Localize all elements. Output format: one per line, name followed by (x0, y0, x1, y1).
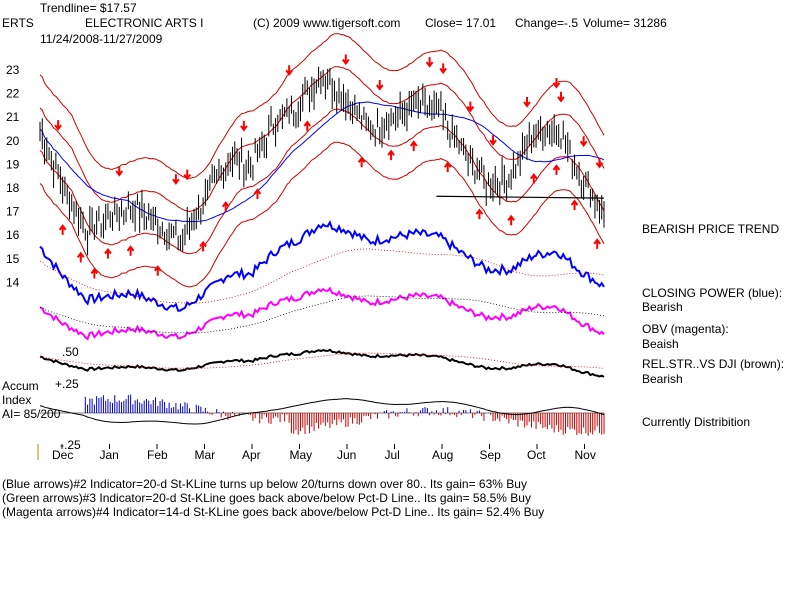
obv-line (39, 286, 605, 341)
y-tick-label: 17 (6, 205, 20, 219)
buy-arrow (58, 224, 67, 235)
symbol-label: ERTS (2, 16, 34, 30)
sell-arrow (579, 136, 588, 147)
buy-arrow (90, 267, 99, 279)
month-label: Dec (52, 448, 73, 462)
sell-arrow (425, 57, 434, 68)
month-label: Jun (337, 448, 356, 462)
sell-arrow (489, 135, 497, 146)
company-label: ELECTRONIC ARTS I (85, 16, 204, 30)
closing-power-label: CLOSING POWER (blue): (642, 286, 783, 300)
ai-label: AI= 85/200 (2, 407, 61, 421)
buy-arrow (443, 161, 452, 173)
tick-plus25: +.25 (55, 377, 79, 391)
closing-power-ma (39, 248, 605, 304)
tick-minus25: -.25 (60, 438, 81, 452)
y-tick-label: 23 (6, 63, 20, 77)
sell-arrow (54, 120, 62, 131)
sell-arrow (466, 101, 475, 113)
lower-band-inner (39, 108, 605, 255)
month-label: Mar (195, 448, 216, 462)
buy-arrow (593, 238, 602, 249)
buy-arrow (221, 201, 230, 212)
price-trend-label: BEARISH PRICE TREND (642, 222, 780, 236)
accum-ma-line (39, 398, 605, 425)
closing-power-line (39, 219, 605, 312)
month-label: Apr (242, 448, 261, 462)
month-label: Feb (147, 448, 168, 462)
buy-arrow (303, 120, 312, 132)
upper-band-outer (39, 33, 605, 179)
close-label: Close= 17.01 (425, 16, 497, 30)
month-label: Jan (100, 448, 119, 462)
accum-title: Accum (2, 379, 39, 393)
month-label: Jul (385, 448, 400, 462)
lower-band-outer (39, 141, 605, 288)
copyright-label: (C) 2009 www.tigersoft.com (253, 16, 401, 30)
sell-arrow (115, 165, 124, 177)
trendline-label: Trendline= $17.57 (40, 1, 137, 15)
distribution-label: Currently Distribition (642, 415, 751, 429)
buy-arrow (507, 214, 515, 226)
y-tick-label: 19 (6, 157, 20, 171)
buy-arrow (253, 188, 262, 199)
date-range-label: 11/24/2008-11/27/2009 (40, 32, 163, 46)
buy-arrow (409, 140, 418, 151)
obv-ma (39, 295, 605, 334)
y-tick-label: 21 (6, 110, 20, 124)
buy-arrow (387, 149, 395, 161)
sell-arrow (557, 91, 565, 103)
y-tick-label: 18 (6, 181, 20, 195)
month-label: May (290, 448, 313, 462)
y-tick-label: 14 (6, 275, 20, 289)
buy-arrow (126, 245, 135, 256)
sell-arrow (375, 79, 384, 91)
obv-label: OBV (magenta): (642, 322, 729, 336)
buy-arrow (357, 156, 366, 168)
closing-power-value: Bearish (642, 300, 683, 314)
y-tick-label: 22 (6, 87, 20, 101)
sell-arrow (240, 120, 248, 132)
month-label: Aug (432, 448, 453, 462)
footer-line-2: (Green arrows)#3 Indicator=20-d St-KLine… (2, 491, 531, 505)
sell-arrow (183, 169, 192, 181)
y-tick-label: 16 (6, 228, 20, 242)
relstr-label: REL.STR..VS DJI (brown): (642, 357, 785, 371)
sell-arrow (439, 63, 447, 75)
y-tick-label: 15 (6, 252, 20, 266)
sell-arrow (523, 96, 531, 108)
sell-arrow (341, 54, 350, 66)
trendline (436, 195, 605, 199)
buy-arrow (475, 208, 484, 220)
sell-arrow (552, 77, 561, 89)
buy-arrow (104, 247, 112, 259)
sell-arrow (285, 65, 293, 76)
month-label: Sep (480, 448, 502, 462)
buy-arrow (552, 164, 561, 175)
footer-line-1: (Blue arrows)#2 Indicator=20-d St-KLine … (2, 477, 527, 491)
sell-arrow (172, 174, 180, 185)
moving-average-line (39, 101, 605, 223)
buy-arrow (199, 240, 207, 252)
buy-arrow (153, 265, 162, 276)
relstr-value: Bearish (642, 372, 683, 386)
tick-50: .50 (62, 345, 79, 359)
relstr-line (39, 348, 605, 378)
index-title: Index (2, 393, 32, 407)
upper-band-inner (39, 66, 605, 213)
y-tick-label: 20 (6, 134, 20, 148)
change-label: Change=-.5 (515, 16, 579, 30)
month-label: Oct (527, 448, 546, 462)
sell-arrow (595, 157, 604, 169)
footer-line-3: (Magenta arrows)#4 Indicator=14-d St-KLi… (2, 505, 545, 519)
volume-label: Volume= 31286 (583, 16, 667, 30)
buy-arrow (76, 251, 85, 263)
obv-value: Beaish (642, 337, 679, 351)
buy-arrow (570, 199, 579, 211)
month-label: Nov (575, 448, 596, 462)
buy-arrow (529, 173, 538, 184)
